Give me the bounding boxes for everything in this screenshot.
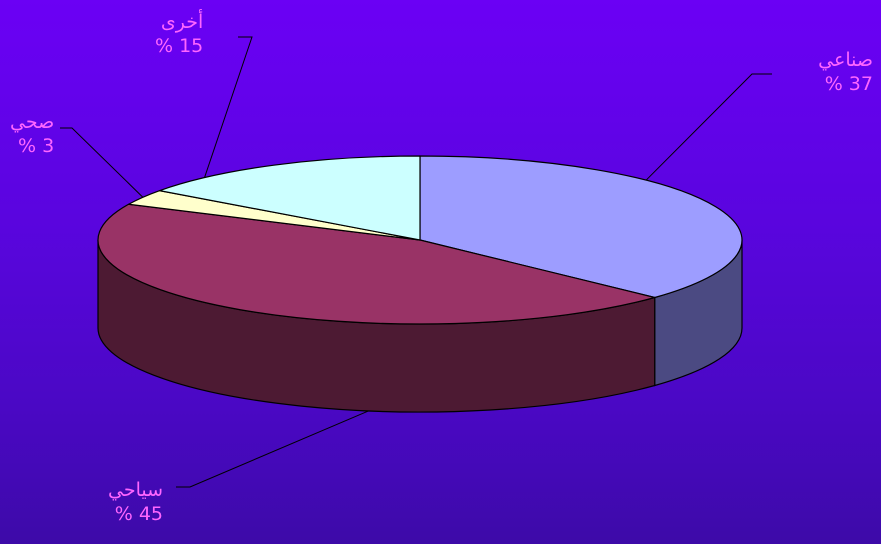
- slice-name: صحي: [10, 111, 55, 133]
- slice-name: أخرى: [160, 11, 204, 33]
- leader-lines: [60, 36, 772, 488]
- slice-percent: % 45: [114, 503, 164, 525]
- slice-percent: % 15: [155, 35, 204, 57]
- slice-name: صناعي: [818, 49, 873, 71]
- slice-label-industrial: صناعي % 37: [818, 48, 873, 96]
- slice-label-tourism: سياحي % 45: [108, 478, 163, 526]
- slice-2: [97, 203, 656, 325]
- leader-line: [645, 73, 772, 181]
- slice-percent: % 37: [824, 73, 873, 95]
- slice-name: سياحي: [108, 479, 164, 501]
- slice-1: [419, 155, 743, 299]
- slice-4: [158, 155, 421, 241]
- pie-sides: [97, 239, 743, 413]
- slice-percent: % 3: [18, 135, 55, 157]
- slice-label-health: صحي % 3: [10, 110, 54, 158]
- leader-line: [60, 127, 144, 198]
- leader-line: [204, 36, 253, 178]
- leader-line: [176, 410, 369, 488]
- pie-top: [97, 155, 743, 325]
- slice-label-other: أخرى % 15: [155, 10, 203, 58]
